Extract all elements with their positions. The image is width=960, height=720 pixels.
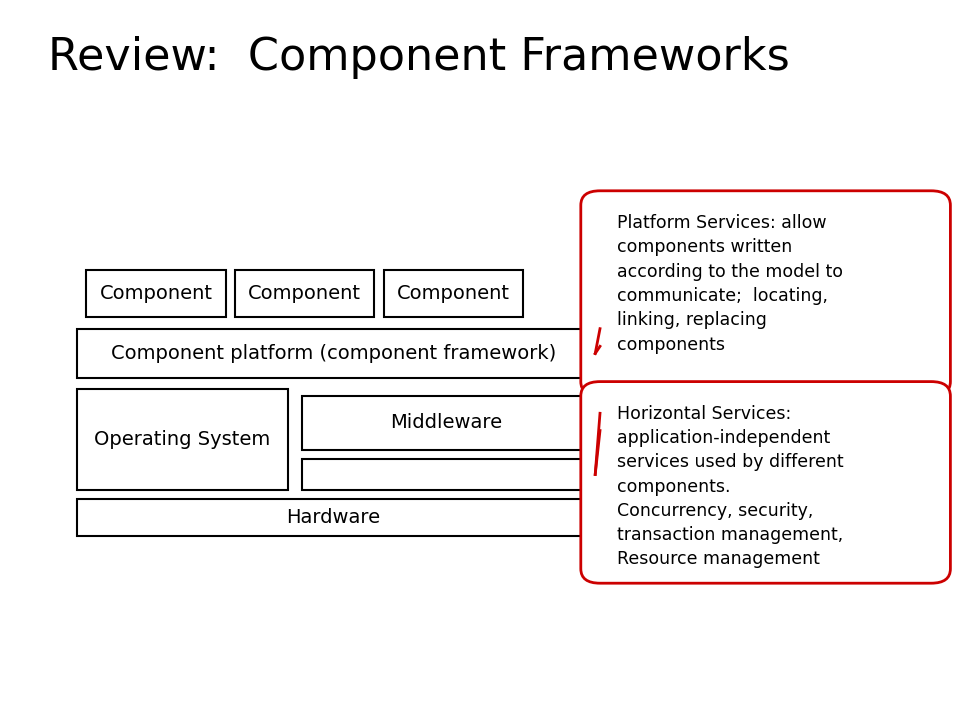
Text: Review:  Component Frameworks: Review: Component Frameworks xyxy=(48,36,790,79)
Text: Hardware: Hardware xyxy=(286,508,381,527)
FancyBboxPatch shape xyxy=(302,459,590,490)
Text: Component platform (component framework): Component platform (component framework) xyxy=(111,344,556,363)
FancyBboxPatch shape xyxy=(77,329,590,378)
Text: Component: Component xyxy=(100,284,212,303)
FancyBboxPatch shape xyxy=(581,382,950,583)
Text: Horizontal Services:
application-independent
services used by different
componen: Horizontal Services: application-indepen… xyxy=(617,405,844,569)
FancyBboxPatch shape xyxy=(86,270,226,317)
Text: Middleware: Middleware xyxy=(391,413,502,433)
Text: Component: Component xyxy=(397,284,510,303)
Text: Component: Component xyxy=(249,284,361,303)
Text: Platform Services: allow
components written
according to the model to
communicat: Platform Services: allow components writ… xyxy=(617,214,843,354)
FancyBboxPatch shape xyxy=(302,396,590,450)
Polygon shape xyxy=(595,413,600,474)
FancyBboxPatch shape xyxy=(77,389,288,490)
FancyBboxPatch shape xyxy=(384,270,523,317)
FancyBboxPatch shape xyxy=(581,191,950,396)
Polygon shape xyxy=(595,328,600,354)
Text: Operating System: Operating System xyxy=(94,430,271,449)
FancyBboxPatch shape xyxy=(235,270,374,317)
FancyBboxPatch shape xyxy=(77,499,590,536)
